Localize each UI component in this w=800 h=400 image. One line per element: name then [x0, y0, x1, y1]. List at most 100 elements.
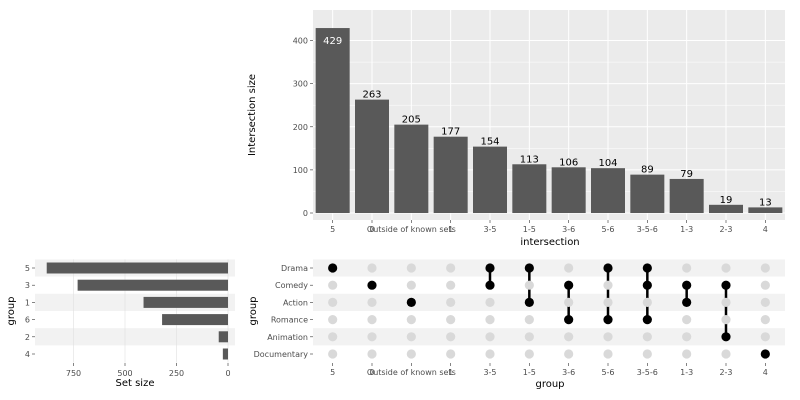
- set-size-gridlines: [73, 259, 229, 363]
- set-size-bar-3: [77, 279, 229, 291]
- x-tick-label: 3-6: [562, 225, 575, 234]
- matrix-dot-inactive: [760, 315, 770, 325]
- set-size-bars: [46, 262, 229, 360]
- matrix-row-stripe: [313, 276, 785, 294]
- intersection-bar-1-5: [512, 164, 547, 213]
- x-tick-label: 1-5: [523, 368, 536, 377]
- intersection-bar-label: 106: [559, 157, 578, 168]
- set-size-row-label: 1: [25, 298, 30, 307]
- x-tick-label: 5-6: [601, 225, 614, 234]
- matrix-dot-inactive: [524, 332, 534, 342]
- matrix-dot-active: [682, 280, 692, 290]
- matrix-dot-inactive: [367, 263, 377, 273]
- set-size-panel: 5 3 1 6 2 4 750 500 250 0 group Set size: [6, 259, 235, 389]
- matrix-dot-inactive: [446, 263, 456, 273]
- matrix-dot-inactive: [446, 297, 456, 307]
- matrix-dot-active: [682, 297, 692, 307]
- set-size-group-axis-title: group: [6, 296, 17, 325]
- intersection-size-axis-title: Intersection size: [247, 74, 258, 156]
- matrix-dot-inactive: [721, 349, 731, 359]
- matrix-dot-inactive: [721, 315, 731, 325]
- intersection-bar-label: 113: [520, 154, 539, 165]
- intersection-bar-5: [315, 28, 350, 214]
- matrix-dot-inactive: [642, 332, 652, 342]
- set-size-bar-1: [143, 296, 228, 308]
- matrix-dot-inactive: [367, 332, 377, 342]
- intersection-bar-label: 19: [720, 195, 733, 206]
- intersection-bar-label: 79: [680, 169, 693, 180]
- x-tick-label: 1-5: [523, 225, 536, 234]
- matrix-row-stripe: [313, 259, 785, 277]
- y-tick-label: 100: [293, 166, 308, 175]
- matrix-dot-inactive: [760, 263, 770, 273]
- matrix-row-stripe: [313, 328, 785, 346]
- set-size-x-tick-label: 750: [66, 369, 81, 378]
- x-tick-label: 0: [369, 368, 374, 377]
- x-tick-label: Outside of known sets: [367, 368, 456, 377]
- intersection-bar-label: 89: [641, 165, 654, 176]
- matrix-dot-inactive: [682, 332, 692, 342]
- matrix-dot-inactive: [682, 263, 692, 273]
- matrix-dot-active: [721, 280, 731, 290]
- x-tick-label: 2-3: [719, 368, 732, 377]
- matrix-dot-inactive: [367, 297, 377, 307]
- set-size-x-tick-label: 250: [169, 369, 184, 378]
- intersection-bar-label: 205: [402, 115, 421, 126]
- matrix-dot-inactive: [367, 349, 377, 359]
- matrix-row-stripe: [313, 293, 785, 311]
- y-tick-label: 300: [293, 80, 308, 89]
- matrix-axis-title: group: [535, 379, 564, 390]
- set-size-row-label: 3: [25, 281, 30, 290]
- intersection-bar-4: [748, 207, 783, 213]
- intersection-bar-label: 177: [441, 127, 460, 138]
- matrix-dot-active: [564, 315, 574, 325]
- matrix-dot-active: [603, 263, 613, 273]
- matrix-dot-inactive: [564, 297, 574, 307]
- matrix-row-label-romance: Romance: [271, 316, 308, 325]
- matrix-dot-active: [328, 263, 338, 273]
- intersection-bar-3-5-6: [630, 174, 665, 213]
- x-tick-label: Outside of known sets: [367, 225, 456, 234]
- matrix-dot-inactive: [564, 263, 574, 273]
- matrix-row-stripe: [313, 311, 785, 329]
- set-size-bar-2: [218, 331, 228, 343]
- set-size-stripes: [35, 259, 235, 363]
- matrix-dot-inactive: [721, 263, 731, 273]
- matrix-group-axis-title: group: [248, 296, 259, 325]
- set-size-bar-5: [46, 262, 228, 274]
- intersection-matrix-panel: Drama Comedy Action Romance Animation Documen…: [248, 259, 785, 390]
- x-tick-label: 1: [448, 368, 453, 377]
- x-tick-label: 3-5: [483, 368, 496, 377]
- intersection-bar-labels: 429 263 205 177 154 113 106 104 89 79 19 13: [323, 36, 772, 208]
- matrix-dot-active: [367, 280, 377, 290]
- matrix-dot-active: [721, 332, 731, 342]
- intersection-bar-label: 104: [598, 158, 617, 169]
- matrix-dot-inactive: [524, 280, 534, 290]
- set-size-bar-4: [222, 348, 228, 360]
- x-tick-label: 1: [448, 225, 453, 234]
- set-size-bar-6: [162, 314, 228, 326]
- intersection-bar-label: 154: [480, 137, 499, 148]
- intersection-bar-2-3: [709, 204, 743, 213]
- matrix-dot-active: [642, 280, 652, 290]
- matrix-dot-inactive: [642, 349, 652, 359]
- matrix-dot-inactive: [406, 263, 416, 273]
- matrix-dot-inactive: [760, 280, 770, 290]
- matrix-dot-inactive: [721, 297, 731, 307]
- matrix-dot-inactive: [524, 315, 534, 325]
- x-tick-label: 1-3: [680, 368, 693, 377]
- x-tick-label: 0: [369, 225, 374, 234]
- matrix-dot-inactive: [564, 332, 574, 342]
- matrix-dot-inactive: [485, 349, 495, 359]
- x-tick-label: 1-3: [680, 225, 693, 234]
- intersection-axis-title: intersection: [520, 237, 579, 248]
- matrix-dot-active: [760, 349, 770, 359]
- matrix-dot-inactive: [485, 297, 495, 307]
- x-tick-label: 5: [330, 225, 335, 234]
- matrix-dot-inactive: [328, 349, 338, 359]
- set-size-row-label: 4: [25, 350, 30, 359]
